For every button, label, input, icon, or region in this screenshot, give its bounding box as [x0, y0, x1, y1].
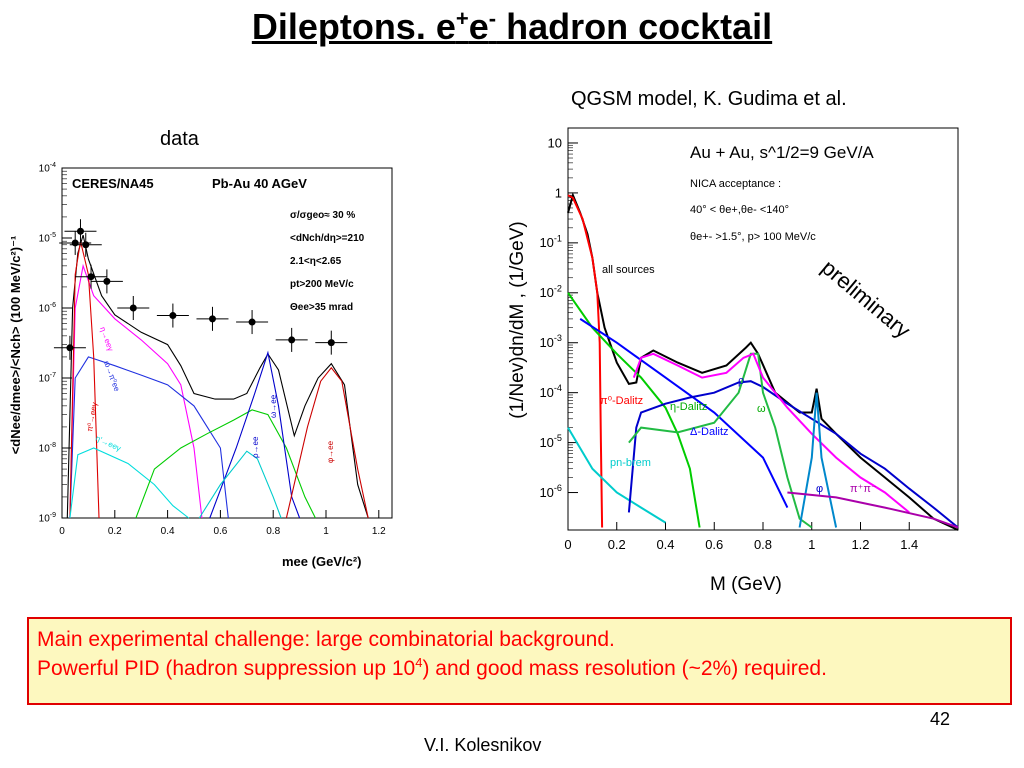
left-data-point: [288, 336, 296, 344]
right-series--: [628, 352, 813, 529]
left-series--ee-: [69, 241, 100, 519]
left-xtick-label: 0: [59, 526, 65, 537]
left-data-point: [248, 318, 256, 326]
right-series--dalitz: [567, 194, 604, 528]
right-series--: [798, 392, 838, 528]
right-caption: QGSM model, K. Gudima et al.: [571, 88, 847, 110]
left-series--ee-2-: [198, 450, 282, 519]
challenge-line-1: Main experimental challenge: large combi…: [37, 628, 615, 651]
left-data-point: [82, 241, 90, 249]
left-data-point: [87, 273, 95, 281]
right-xtick-label: 0: [564, 537, 571, 552]
left-xtick-label: 1.2: [372, 526, 386, 537]
left-label-omega: ω→ee: [269, 394, 278, 418]
left-ytick-label: 10-7: [39, 372, 56, 385]
right-series--dalitz: [579, 318, 789, 509]
challenge-box: Main experimental challenge: large combi…: [27, 617, 1012, 705]
right-ytick-label: 10-6: [539, 483, 562, 500]
right-label-all: all sources: [602, 264, 655, 276]
right-xtick-label: 0.8: [754, 537, 772, 552]
left-data-point: [103, 277, 111, 285]
slide-title: Dileptons. e+e- hadron cocktail: [251, 6, 773, 47]
left-data-point: [71, 239, 79, 247]
right-xtick-label: 0.2: [608, 537, 626, 552]
right-label-pi0: π⁰-Dalitz: [600, 395, 643, 407]
left-caption: data: [160, 128, 199, 150]
left-series--ee: [285, 366, 369, 519]
left-cut-4: pt>200 MeV/c: [290, 279, 354, 290]
right-header: Au + Au, s^1/2=9 GeV/A: [690, 143, 874, 162]
left-xtick-label: 0.8: [266, 526, 280, 537]
left-data-point: [76, 227, 84, 235]
author: V.I. Kolesnikov: [424, 735, 542, 755]
right-acceptance-1: NICA acceptance :: [690, 178, 781, 190]
right-ylabel: (1/Nev)dn/dM , (1/GeV): [507, 221, 528, 418]
right-ytick-label: 10: [548, 135, 562, 150]
left-ytick-label: 10-4: [39, 162, 56, 175]
left-series--ee-: [69, 263, 203, 519]
left-data-point: [66, 344, 74, 352]
right-label-rho: ρ: [738, 375, 744, 387]
right-xtick-label: 0.6: [705, 537, 723, 552]
right-xtick-label: 1: [808, 537, 815, 552]
left-label-phi: φ→ee: [326, 440, 335, 463]
left-label-rho: ρ→ee: [251, 436, 260, 458]
left-data-point: [208, 315, 216, 323]
right-label-omega: ω: [757, 403, 766, 415]
left-data-point: [327, 339, 335, 347]
left-xtick-label: 0.2: [108, 526, 122, 537]
left-ytick-label: 10-5: [39, 232, 56, 245]
right-xtick-label: 0.4: [656, 537, 674, 552]
left-series: [66, 234, 369, 519]
left-xtick-label: 0.6: [213, 526, 227, 537]
right-xlabel: M (GeV): [710, 574, 782, 595]
left-data-point: [169, 312, 177, 320]
left-series--ee: [69, 356, 229, 519]
right-xtick-label: 1.2: [851, 537, 869, 552]
right-label-phi: φ: [816, 483, 823, 495]
right-label-eta: η-Dalitz: [670, 401, 707, 413]
left-ytick-label: 10-8: [39, 442, 56, 455]
right-acceptance-3: θe+- >1.5°, p> 100 MeV/c: [690, 231, 816, 243]
left-cut-2: <dNch/dη>=210: [290, 233, 365, 244]
left-xtick-label: 0.4: [161, 526, 175, 537]
left-exp-label: CERES/NA45: [72, 176, 154, 191]
left-sys-label: Pb-Au 40 AGeV: [212, 176, 307, 191]
left-ytick-label: 10-9: [39, 512, 56, 525]
left-axes: 0 0.2 0.4 0.6 0.8 1 1.2 10-4 10-5 10-6 10-7 10-8 10-…: [39, 162, 387, 537]
right-ytick-label: 10-3: [539, 333, 562, 350]
right-series--: [787, 491, 959, 529]
right-ytick-label: 10-4: [539, 383, 562, 400]
left-data-points: [53, 219, 348, 360]
right-label-delta: Δ-Dalitz: [690, 426, 729, 438]
page-number: 42: [930, 709, 951, 729]
left-data-point: [129, 304, 137, 312]
left-cut-5: Θee>35 mrad: [290, 302, 353, 313]
left-xlabel: mee (GeV/c²): [282, 554, 361, 569]
right-ytick-label: 10-5: [539, 433, 562, 450]
right-ytick-label: 10-2: [539, 283, 562, 300]
right-label-pipi: π⁺π⁻: [850, 483, 877, 495]
right-axes: 0 0.2 0.4 0.6 0.8 1 1.2 1.4 10 1 10-1 10-2 10-3 10-4 1…: [539, 135, 918, 552]
right-series--dalitz: [567, 292, 701, 528]
left-xtick-label: 1: [323, 526, 329, 537]
right-ytick-label: 10-1: [539, 233, 562, 250]
right-series-pn-brem: [567, 427, 667, 524]
left-series--ee: [135, 409, 316, 519]
left-ytick-label: 10-6: [39, 302, 56, 315]
challenge-line-2: Powerful PID (hadron suppression up 104)…: [37, 655, 827, 680]
left-cut-3: 2.1<η<2.65: [290, 256, 342, 267]
left-cut-1: σ/σgeo≈ 30 %: [290, 210, 355, 221]
right-ytick-label: 1: [555, 185, 562, 200]
right-label-pn: pn-brem: [610, 457, 651, 469]
right-acceptance-2: 40° < θe+,θe- <140°: [690, 204, 789, 216]
left-series--ee-: [69, 447, 190, 519]
right-series: [567, 192, 959, 531]
qgsm-chart: 0 0.2 0.4 0.6 0.8 1 1.2 1.4 10 1 10-1 10-2 10-3 10-4 1…: [507, 127, 959, 595]
right-xtick-label: 1.4: [900, 537, 918, 552]
right-series--dalitz-high-: [632, 352, 910, 514]
left-series-total: [66, 234, 369, 519]
left-ylabel: <dNee/dmee>/<Nch> (100 MeV/c²)⁻¹: [8, 236, 23, 455]
ceres-chart: 0 0.2 0.4 0.6 0.8 1 1.2 10-4 10-5 10-6 10-7 10-8 10-…: [8, 162, 393, 569]
